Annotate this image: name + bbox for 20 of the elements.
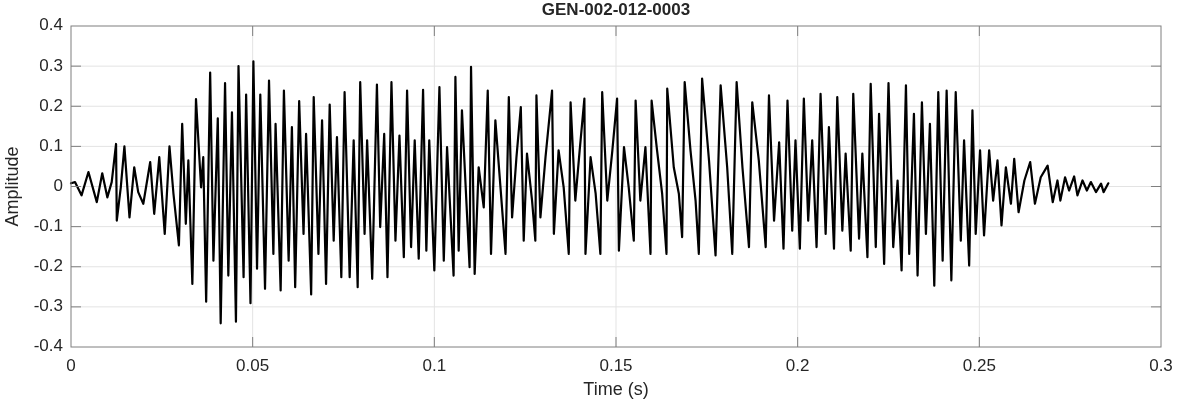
y-tick-label: -0.4 (33, 336, 63, 356)
y-tick-label: 0.2 (39, 95, 63, 115)
y-tick-label: -0.3 (33, 296, 63, 316)
line-series (69, 60, 1110, 325)
y-axis-title: Amplitude (1, 146, 22, 227)
y-tick-label: 0 (53, 175, 63, 195)
x-axis-title: Time (s) (583, 378, 649, 399)
y-tick-label: -0.1 (33, 216, 63, 236)
y-tick-label: 0.3 (39, 55, 63, 75)
y-tick-label: -0.2 (33, 256, 63, 276)
x-tick-label: 0.2 (785, 356, 810, 376)
y-tick-label: 0.4 (39, 15, 63, 35)
x-tick-label: 0.3 (1149, 356, 1173, 376)
x-tick-label: 0 (66, 356, 76, 376)
x-tick-label: 0.15 (599, 356, 633, 376)
x-tick-label: 0.1 (422, 356, 447, 376)
y-tick-label: 0.1 (39, 135, 63, 155)
x-tick-label: 0.25 (962, 356, 996, 376)
x-tick-label: 0.05 (236, 356, 270, 376)
chart-title: GEN-002-012-0003 (541, 0, 691, 20)
